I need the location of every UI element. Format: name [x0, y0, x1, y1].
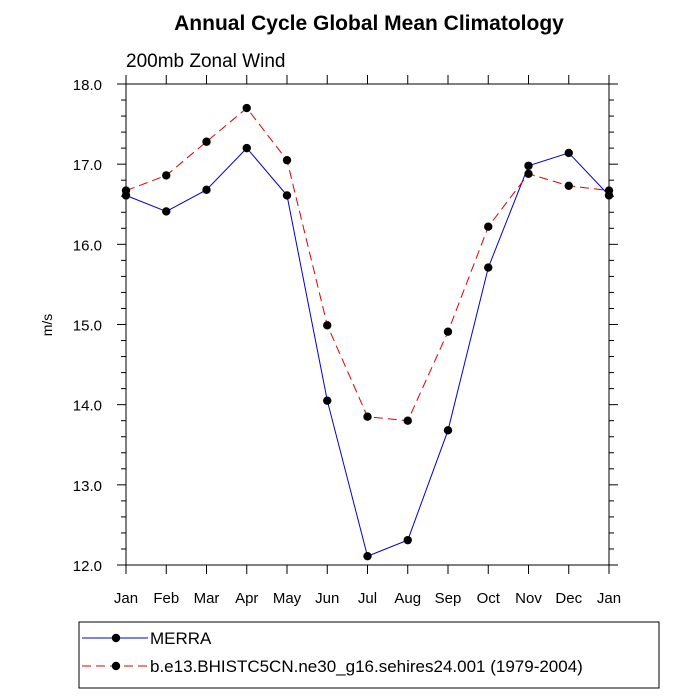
x-tick-label: Mar — [194, 590, 220, 607]
legend: MERRA b.e13.BHISTC5CN.ne30_g16.sehires24.… — [82, 629, 583, 676]
x-tick-label: Dec — [555, 590, 582, 607]
series-2-point — [484, 222, 493, 231]
series-1-point — [363, 551, 372, 561]
series-1-point — [202, 185, 211, 195]
series-2-point — [323, 321, 332, 330]
series-1-point — [484, 263, 493, 272]
x-tick-label: Oct — [477, 590, 501, 607]
series-1-point — [242, 143, 251, 153]
series-2-point — [524, 169, 533, 178]
series-line-2 — [125, 107, 610, 422]
x-tick-label: Nov — [515, 590, 542, 607]
legend-label-1: MERRA — [150, 629, 212, 648]
x-tick-label: Jan — [114, 590, 138, 607]
series-2-point — [162, 171, 171, 180]
legend-marker-1 — [111, 633, 121, 643]
legend-marker-2 — [111, 661, 121, 671]
y-tick-label: 13.0 — [73, 478, 102, 495]
series-1-point — [443, 426, 453, 435]
y-tick-label: 16.0 — [73, 237, 102, 254]
series-1-point — [524, 161, 533, 170]
series-layer — [121, 103, 614, 561]
y-tick-label: 14.0 — [73, 398, 102, 415]
series-1-point — [564, 148, 573, 158]
x-tick-label: Sep — [435, 590, 462, 607]
x-tick-label: Jul — [358, 590, 377, 607]
series-1-point — [282, 191, 292, 200]
x-tick-label: Jun — [315, 590, 339, 607]
chart-subtitle: 200mb Zonal Wind — [126, 51, 285, 72]
series-2-point — [403, 416, 412, 425]
series-1-point — [403, 535, 412, 545]
y-tick-label: 18.0 — [73, 77, 102, 94]
x-tick-label: May — [273, 590, 302, 607]
series-2-point — [363, 412, 372, 421]
y-axis-ticks: 12.0 13.0 14.0 15.0 16.0 17.0 18.0 — [73, 77, 618, 575]
series-2-point — [242, 103, 251, 113]
y-tick-label: 12.0 — [73, 558, 102, 575]
series-2-point — [443, 327, 453, 336]
series-2-point — [202, 137, 211, 146]
y-tick-label: 15.0 — [73, 318, 102, 335]
plot-frame — [125, 83, 610, 566]
series-2-point — [564, 181, 573, 191]
legend-label-2: b.e13.BHISTC5CN.ne30_g16.sehires24.001 (… — [150, 657, 583, 676]
series-1-point — [323, 396, 332, 405]
series-2-point — [121, 186, 131, 195]
x-axis-ticks: Jan Feb Mar Apr May Jun Jul Aug Sep Oct Nov Dec Jan — [114, 75, 621, 607]
series-2-point — [604, 186, 614, 195]
series-line-1 — [125, 147, 610, 557]
x-tick-label: Aug — [394, 590, 421, 607]
x-tick-label: Apr — [235, 590, 258, 607]
x-tick-label: Feb — [153, 590, 179, 607]
y-axis-label: m/s — [39, 314, 55, 337]
x-tick-label: Jan — [597, 590, 621, 607]
series-2-point — [282, 155, 292, 165]
y-tick-label: 17.0 — [73, 157, 102, 174]
legend-box — [78, 621, 660, 689]
series-1-point — [162, 207, 171, 216]
chart-title: Annual Cycle Global Mean Climatology — [174, 12, 564, 35]
